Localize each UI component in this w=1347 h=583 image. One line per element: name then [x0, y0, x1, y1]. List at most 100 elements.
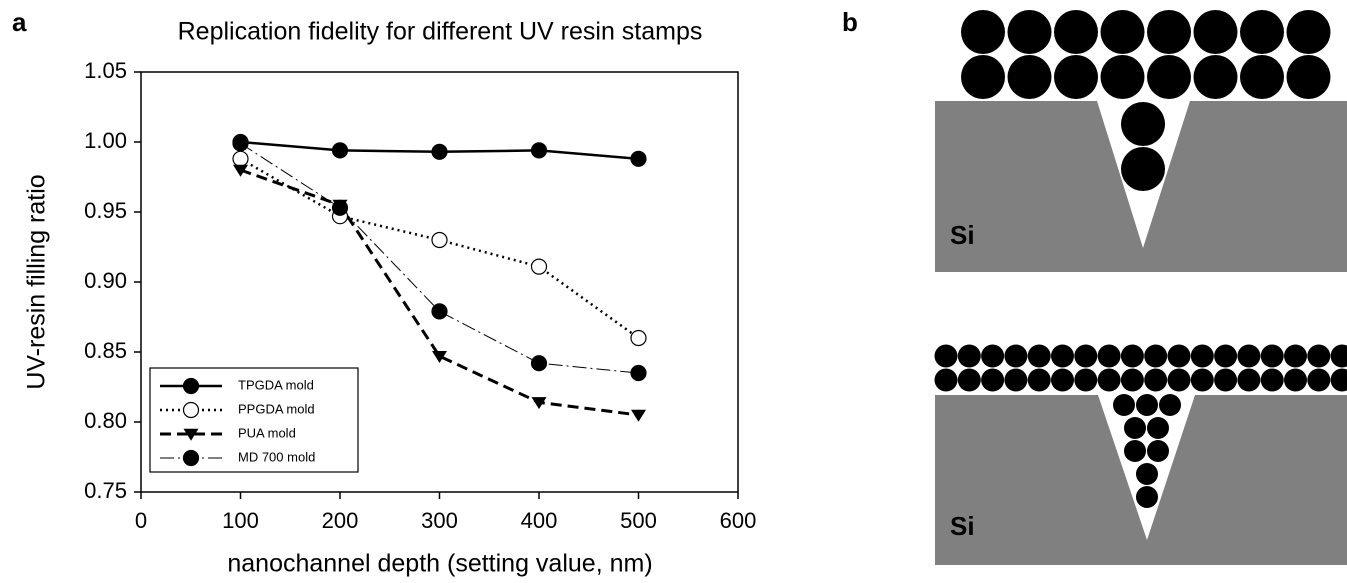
marker	[431, 143, 448, 160]
y-tick-label: 1.00	[84, 128, 127, 153]
particle	[1330, 368, 1347, 392]
marker	[431, 231, 448, 249]
panel-label: a	[12, 7, 27, 37]
legend-marker	[182, 377, 200, 395]
particle	[1051, 368, 1074, 392]
legend-label: PPGDA mold	[238, 401, 315, 416]
y-tick-label: 0.95	[84, 198, 127, 223]
particle	[1240, 55, 1284, 99]
particle	[1144, 368, 1168, 392]
x-tick-label: 0	[135, 508, 147, 533]
particle	[1286, 55, 1331, 99]
particle	[1113, 394, 1135, 416]
particle	[1007, 55, 1052, 99]
y-tick-label: 0.75	[84, 478, 127, 503]
x-tick-label: 500	[620, 508, 657, 533]
x-tick-label: 400	[521, 508, 558, 533]
marker	[431, 303, 448, 320]
particle	[1147, 10, 1191, 54]
particle	[1121, 102, 1165, 146]
series-line	[240, 142, 639, 374]
legend-marker	[183, 428, 199, 441]
marker	[331, 199, 349, 216]
chart-title: Replication fidelity for different UV re…	[178, 18, 703, 46]
particle	[1124, 440, 1146, 462]
particle	[957, 368, 981, 392]
particle	[1307, 368, 1331, 392]
particle	[1097, 368, 1121, 392]
particle	[934, 344, 958, 368]
particle	[961, 55, 1005, 99]
particle	[1147, 417, 1169, 439]
particle	[1284, 368, 1307, 392]
particle	[961, 10, 1005, 54]
particle	[1054, 55, 1098, 99]
particle	[1136, 463, 1158, 485]
particle	[1121, 147, 1165, 191]
particle	[1240, 10, 1284, 54]
particle	[1214, 368, 1238, 392]
y-tick-label: 1.05	[84, 58, 127, 83]
y-tick-label: 0.90	[84, 268, 127, 293]
particle	[1144, 344, 1168, 368]
particle	[957, 344, 981, 368]
marker	[530, 258, 548, 275]
marker	[630, 150, 647, 167]
legend-label: TPGDA mold	[238, 377, 314, 392]
particle	[1100, 55, 1145, 99]
legend-label: PUA mold	[238, 425, 296, 440]
x-axis-label: nanochannel depth (setting value, nm)	[227, 550, 652, 578]
silicon-block	[935, 395, 1347, 565]
series-line	[240, 168, 639, 417]
particle	[1074, 368, 1098, 392]
x-tick-label: 100	[222, 508, 259, 533]
particle	[1051, 344, 1074, 368]
marker	[232, 150, 249, 167]
particle	[1286, 10, 1331, 54]
marker	[531, 397, 547, 410]
particle	[1027, 344, 1051, 368]
marker	[530, 355, 548, 372]
particle	[1100, 10, 1145, 54]
marker	[631, 409, 646, 422]
particle	[1147, 440, 1169, 462]
particle	[981, 344, 1005, 368]
marker	[232, 135, 249, 152]
particle	[1136, 394, 1158, 416]
material-label: Si	[950, 511, 975, 541]
particle	[1124, 417, 1146, 439]
particle	[1190, 368, 1214, 392]
panel-label: b	[842, 7, 858, 37]
particle	[1193, 10, 1238, 54]
y-tick-label: 0.80	[84, 408, 127, 433]
marker	[432, 350, 447, 363]
particle	[1027, 368, 1051, 392]
particle	[1136, 486, 1158, 508]
particle	[1004, 368, 1028, 392]
particle	[934, 368, 958, 392]
diagram: Si Si	[934, 10, 1347, 565]
particle	[1147, 55, 1191, 99]
legend-marker	[182, 449, 200, 467]
particle	[1167, 368, 1191, 392]
particle	[1214, 344, 1238, 368]
legend-marker	[182, 401, 200, 419]
particle	[1074, 344, 1098, 368]
particle	[1120, 344, 1144, 368]
y-axis-label: UV-resin filling ratio	[23, 174, 51, 389]
particle	[1159, 394, 1181, 416]
particle	[1120, 368, 1144, 392]
particle	[1284, 344, 1307, 368]
marker	[233, 164, 248, 177]
y-tick-label: 0.85	[84, 338, 127, 363]
particle	[1260, 344, 1284, 368]
marker	[530, 142, 548, 159]
particle	[1330, 344, 1347, 368]
silicon-block	[935, 101, 1347, 272]
particle	[1007, 10, 1052, 54]
x-tick-label: 600	[720, 508, 757, 533]
material-label: Si	[950, 220, 975, 250]
particle	[1054, 10, 1098, 54]
x-tick-label: 300	[421, 508, 458, 533]
